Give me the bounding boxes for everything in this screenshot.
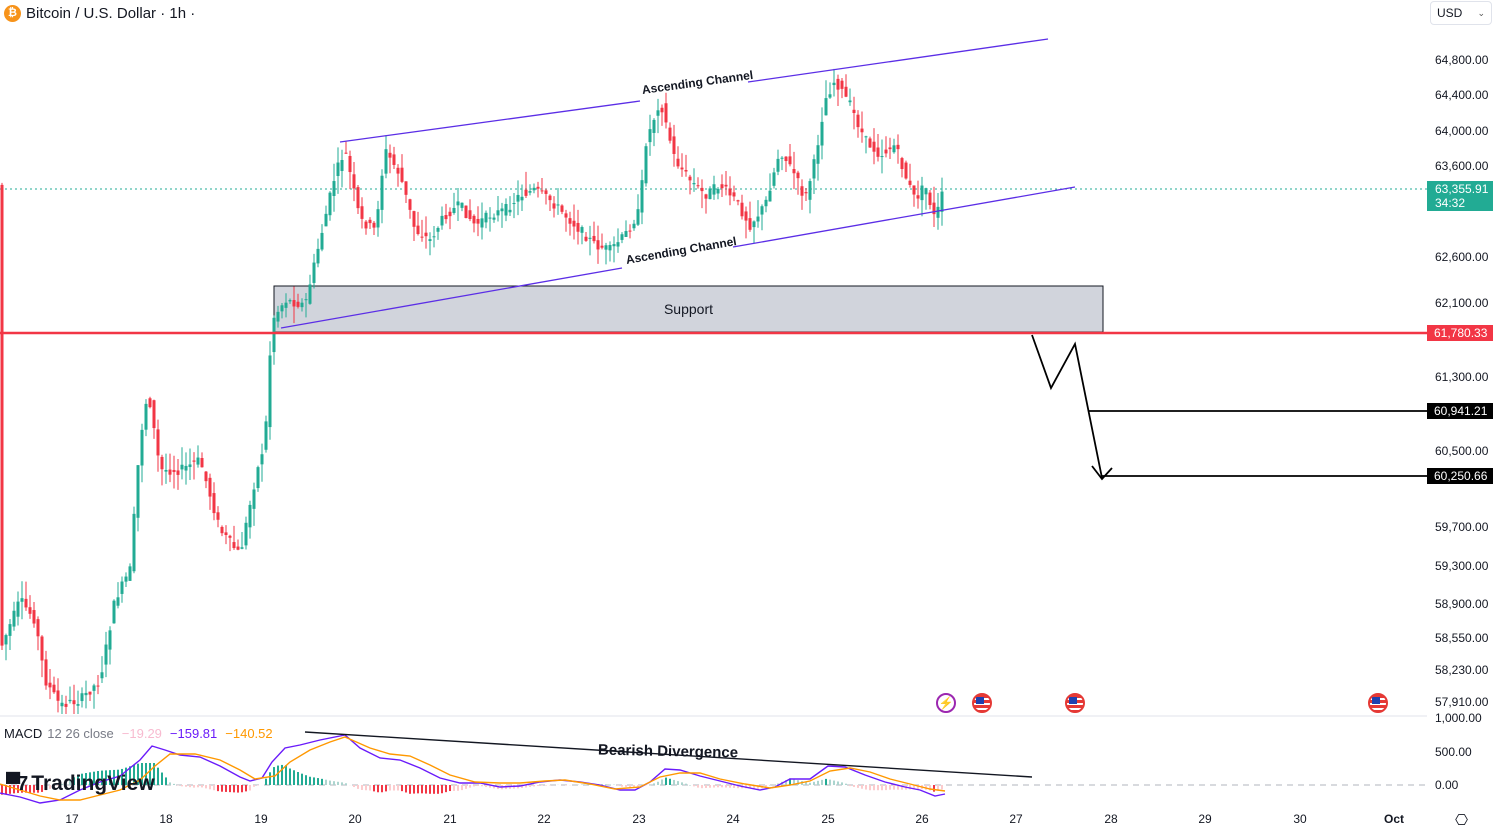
horizontal-line-price-tag: 61,780.33 (1427, 325, 1493, 341)
price-tick-label: 58,550.00 (1435, 631, 1489, 645)
time-tick-label: 23 (632, 812, 646, 826)
time-tick-label: Oct (1383, 812, 1405, 826)
channel-lower-line[interactable] (280, 267, 623, 329)
current-price-value: 63,355.91 (1435, 182, 1489, 196)
settings-icon[interactable]: ⎔ (1455, 812, 1469, 829)
macd-name: MACD (4, 726, 43, 741)
price-tick-label: 64,400.00 (1435, 88, 1489, 102)
macd-params: 12 26 close (47, 726, 114, 741)
time-tick-label: 27 (1009, 812, 1023, 826)
time-tick-label: 22 (537, 812, 551, 826)
price-tick-label: 64,800.00 (1435, 53, 1489, 67)
price-tick-label: 57,910.00 (1435, 695, 1489, 709)
signal-line (0, 736, 946, 801)
macd-signal-value: −140.52 (225, 726, 273, 741)
tradingview-logo[interactable]: ▀7 TradingView (6, 772, 155, 796)
target-price-tag-1: 60,941.21 (1427, 403, 1493, 419)
us-flag-event-icon[interactable] (1368, 693, 1388, 713)
macd-histogram-value: −19.29 (121, 726, 162, 741)
bearish-divergence-label[interactable]: Bearish Divergence (597, 741, 739, 762)
currency-value: USD (1437, 6, 1463, 20)
time-tick-label: 20 (348, 812, 362, 826)
macd-legend[interactable]: MACD 12 26 close −19.29 −159.81 −140.52 (4, 726, 273, 741)
price-tick-label: 58,230.00 (1435, 663, 1489, 677)
time-tick-label: 21 (443, 812, 457, 826)
channel-lower-line-right[interactable] (732, 186, 1076, 248)
symbol-title[interactable]: Bitcoin / U.S. Dollar · 1h · (26, 4, 196, 22)
bitcoin-icon: ₿ (4, 4, 21, 22)
us-flag-event-icon[interactable] (1065, 693, 1085, 713)
price-tick-label: 59,700.00 (1435, 520, 1489, 534)
price-tick-label: 62,600.00 (1435, 250, 1489, 264)
us-flag-event-icon[interactable] (972, 693, 992, 713)
price-tick-label: 64,000.00 (1435, 124, 1489, 138)
divergence-line[interactable] (304, 731, 1033, 778)
time-tick-label: 18 (159, 812, 173, 826)
projection-path[interactable] (1031, 334, 1103, 479)
macd-tick-label: 500.00 (1435, 745, 1472, 759)
macd-tick-label: 1,000.00 (1435, 711, 1482, 725)
time-tick-label: 24 (726, 812, 740, 826)
time-tick-label: 17 (65, 812, 79, 826)
channel-upper-line-right[interactable] (747, 38, 1049, 83)
tradingview-mark-icon: ▀7 (6, 772, 28, 795)
current-price-tag: 63,355.91 34:32 (1427, 181, 1493, 211)
price-tick-label: 61,300.00 (1435, 370, 1489, 384)
time-tick-label: 30 (1293, 812, 1307, 826)
chart-header: ₿ Bitcoin / U.S. Dollar · 1h · (4, 3, 195, 23)
price-tick-label: 60,500.00 (1435, 444, 1489, 458)
price-tick-label: 59,300.00 (1435, 559, 1489, 573)
target-price-tag-2: 60,250.66 (1427, 468, 1493, 484)
price-tick-label: 58,900.00 (1435, 597, 1489, 611)
support-label: Support (663, 301, 714, 317)
currency-selector[interactable]: USD ⌄ (1430, 1, 1492, 25)
price-tick-label: 62,100.00 (1435, 296, 1489, 310)
macd-value: −159.81 (169, 726, 218, 741)
channel-upper-line[interactable] (339, 100, 641, 143)
time-tick-label: 29 (1198, 812, 1212, 826)
macd-line (0, 734, 946, 804)
time-tick-label: 25 (821, 812, 835, 826)
arrow-head-icon (1091, 465, 1113, 481)
bar-countdown: 34:32 (1435, 196, 1466, 210)
lightning-event-icon[interactable]: ⚡ (936, 693, 956, 713)
time-tick-label: 26 (915, 812, 929, 826)
chevron-down-icon: ⌄ (1477, 7, 1485, 18)
tradingview-logo-text: TradingView (31, 772, 155, 795)
price-tick-label: 63,600.00 (1435, 159, 1489, 173)
time-tick-label: 28 (1104, 812, 1118, 826)
macd-tick-label: 0.00 (1435, 778, 1459, 792)
candlesticks (0, 68, 944, 714)
time-tick-label: 19 (254, 812, 268, 826)
